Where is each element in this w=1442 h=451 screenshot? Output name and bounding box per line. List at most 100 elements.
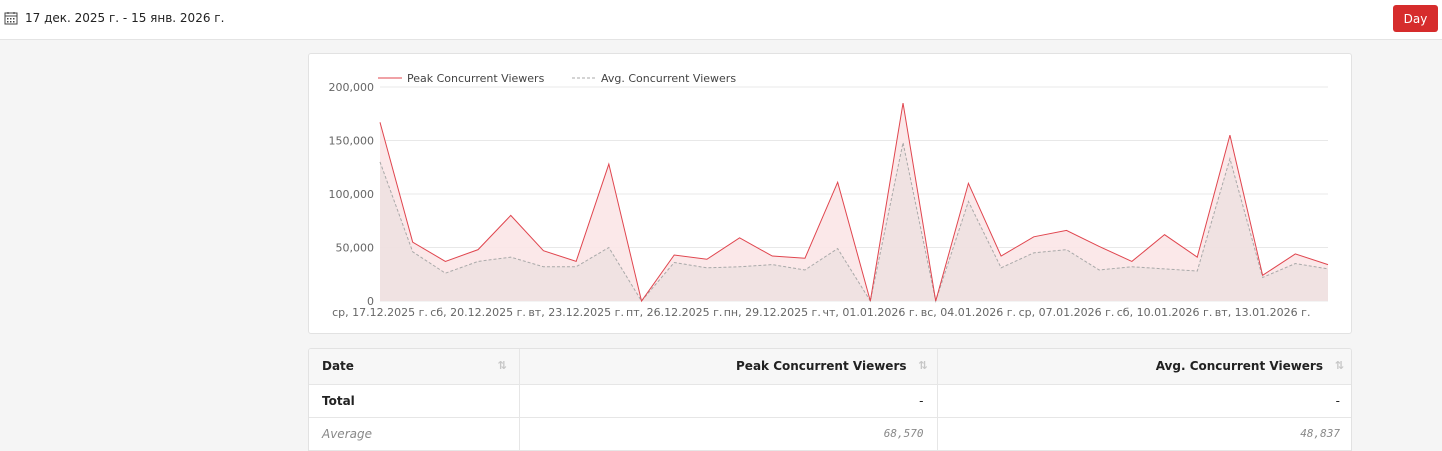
average-label: Average [309,417,520,451]
avg-data-point[interactable] [770,263,774,267]
avg-data-point[interactable] [966,199,970,203]
x-tick-label: вт, 13.01.2026 г. [1215,306,1311,319]
peak-data-point[interactable] [443,259,447,263]
x-tick-label: ср, 17.12.2025 г. [332,306,428,319]
avg-data-point[interactable] [738,265,742,269]
avg-data-point[interactable] [541,265,545,269]
peak-data-point[interactable] [738,236,742,240]
avg-data-point[interactable] [378,160,382,164]
peak-data-point[interactable] [1326,263,1330,267]
avg-data-point[interactable] [1261,275,1265,279]
peak-data-point[interactable] [1195,255,1199,259]
avg-data-point[interactable] [1163,267,1167,271]
column-header-date-label: Date [322,359,354,374]
peak-data-point[interactable] [901,101,905,105]
peak-data-point[interactable] [966,181,970,185]
peak-data-point[interactable] [705,257,709,261]
chart-legend: Peak Concurrent Viewers Avg. Concurrent … [378,72,736,85]
x-tick-label: пн, 29.12.2025 г. [724,306,821,319]
table-row-total: Total - - [309,384,1351,418]
date-range-picker[interactable]: 17 дек. 2025 г. - 15 янв. 2026 г. [4,11,224,25]
column-header-peak[interactable]: Peak Concurrent Viewers ⇅ [519,349,938,385]
peak-data-point[interactable] [411,240,415,244]
peak-data-point[interactable] [1032,235,1036,239]
avg-data-point[interactable] [705,266,709,270]
y-tick-label: 50,000 [336,242,375,255]
chart-card: 200,000 150,000 100,000 50,000 0 ср, 17.12.2… [308,53,1352,334]
sort-arrows-icon[interactable]: ⇅ [497,359,507,372]
peak-data-point[interactable] [1163,233,1167,237]
peak-data-point[interactable] [999,254,1003,258]
avg-data-point[interactable] [640,299,644,303]
avg-data-point[interactable] [574,265,578,269]
y-tick-label: 0 [367,295,374,308]
viewers-table: Date ⇅ Peak Concurrent Viewers ⇅ Avg. Co… [309,349,1351,451]
top-toolbar: 17 дек. 2025 г. - 15 янв. 2026 г. Day [0,0,1442,40]
y-tick-label: 100,000 [329,188,375,201]
peak-data-point[interactable] [541,249,545,253]
column-header-date[interactable]: Date ⇅ [309,349,520,385]
peak-data-point[interactable] [509,213,513,217]
total-label: Total [309,384,520,418]
avg-data-point[interactable] [1032,251,1036,255]
peak-data-point[interactable] [836,180,840,184]
x-tick-label: ср, 07.01.2026 г. [1019,306,1115,319]
table-header-row: Date ⇅ Peak Concurrent Viewers ⇅ Avg. Co… [309,349,1351,385]
x-tick-label: сб, 10.01.2026 г. [1117,306,1213,319]
peak-data-point[interactable] [672,253,676,257]
peak-data-point[interactable] [803,256,807,260]
avg-data-point[interactable] [868,299,872,303]
x-tick-label: чт, 01.01.2026 г. [823,306,919,319]
y-tick-label: 150,000 [329,135,375,148]
y-tick-label: 200,000 [329,81,375,94]
avg-data-point[interactable] [443,271,447,275]
average-peak-value: 68,570 [519,417,938,451]
peak-series-line[interactable] [379,102,1329,303]
peak-data-point[interactable] [770,254,774,258]
avg-data-point[interactable] [836,247,840,251]
avg-data-point[interactable] [1293,262,1297,266]
avg-data-point[interactable] [901,141,905,145]
avg-data-point[interactable] [672,260,676,264]
avg-data-point[interactable] [1228,157,1232,161]
peak-data-point[interactable] [574,259,578,263]
avg-data-point[interactable] [999,266,1003,270]
column-header-avg-label: Avg. Concurrent Viewers [1155,359,1323,374]
avg-data-point[interactable] [1326,267,1330,271]
avg-data-point[interactable] [411,250,415,254]
average-avg-value: 48,837 [937,417,1351,451]
date-range-label: 17 дек. 2025 г. - 15 янв. 2026 г. [25,11,225,25]
peak-data-point[interactable] [378,120,382,124]
peak-data-point[interactable] [607,162,611,166]
peak-data-point[interactable] [1064,228,1068,232]
avg-data-point[interactable] [803,268,807,272]
sort-arrows-icon[interactable]: ⇅ [1334,359,1344,372]
avg-data-point[interactable] [1097,268,1101,272]
total-peak-value: - [519,384,938,418]
avg-data-point[interactable] [1130,265,1134,269]
sort-arrows-icon[interactable]: ⇅ [918,359,928,372]
peak-data-point[interactable] [476,248,480,252]
peak-data-point[interactable] [1228,133,1232,137]
legend-peak-label[interactable]: Peak Concurrent Viewers [407,72,545,85]
peak-area-fill [380,103,1328,301]
avg-data-point[interactable] [934,299,938,303]
peak-data-point[interactable] [1097,244,1101,248]
peak-data-point[interactable] [1293,252,1297,256]
peak-data-point[interactable] [1130,259,1134,263]
avg-data-point[interactable] [509,255,513,259]
day-granularity-button[interactable]: Day [1393,5,1438,32]
avg-data-point[interactable] [476,259,480,263]
avg-data-point[interactable] [1195,269,1199,273]
avg-series-line[interactable] [379,142,1329,303]
x-tick-label: вс, 04.01.2026 г. [921,306,1016,319]
avg-data-point[interactable] [607,246,611,250]
column-header-avg[interactable]: Avg. Concurrent Viewers ⇅ [937,349,1351,385]
avg-data-point[interactable] [1064,248,1068,252]
legend-avg-label[interactable]: Avg. Concurrent Viewers [601,72,736,85]
viewers-chart: 200,000 150,000 100,000 50,000 0 ср, 17.12.2… [329,72,1330,319]
x-tick-label: сб, 20.12.2025 г. [430,306,526,319]
x-tick-label: пт, 26.12.2025 г. [626,306,722,319]
calendar-icon [4,12,18,25]
avg-area-fill [380,142,1328,301]
